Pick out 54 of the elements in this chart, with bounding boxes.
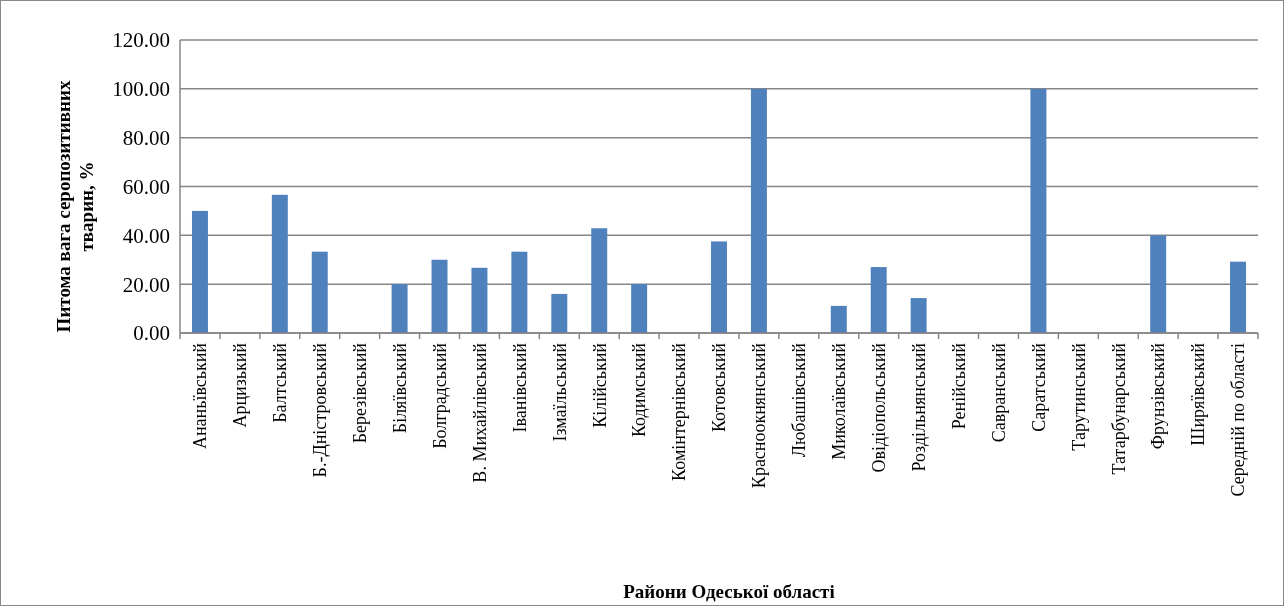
bar <box>711 241 727 333</box>
bar <box>391 284 408 333</box>
x-tick-label: Красноокнянський <box>749 342 770 489</box>
y-tick-label: 120.00 <box>112 28 170 53</box>
bar <box>511 251 528 333</box>
y-tick-label: 60.00 <box>122 174 170 199</box>
x-tick-label: Комінтернівський <box>669 342 690 481</box>
x-tick-label: Березівський <box>349 342 370 444</box>
y-tick-label: 100.00 <box>112 77 170 102</box>
bar <box>1030 88 1047 333</box>
bar <box>271 194 288 333</box>
x-tick-label: Середній по області <box>1228 343 1249 497</box>
x-tick-label: Любашівський <box>789 342 810 458</box>
x-tick-label: Іванівський <box>509 342 530 433</box>
bar <box>471 267 488 333</box>
x-tick-label: Савранський <box>988 342 1009 443</box>
bar <box>551 293 568 333</box>
x-tick-label: Роздільнянський <box>908 342 929 472</box>
x-axis-title: Райони Одеської області <box>623 581 835 602</box>
bar <box>830 305 847 333</box>
x-tick-label: Тарутинський <box>1068 342 1089 451</box>
y-tick-label: 20.00 <box>122 272 170 297</box>
y-tick-label: 40.00 <box>122 223 170 248</box>
bar <box>1150 235 1167 333</box>
bar <box>191 210 208 333</box>
x-tick-label: Ананьївський <box>190 342 211 450</box>
y-tick-label: 0.00 <box>133 321 170 346</box>
x-tick-label: Миколаївський <box>829 342 850 460</box>
bar <box>591 228 608 333</box>
bar <box>870 267 887 333</box>
x-tick-label: Котовський <box>709 342 730 433</box>
x-tick-label: В. Михайлівський <box>469 342 490 483</box>
x-tick-label: Арцизький <box>230 342 251 428</box>
bar <box>311 251 328 333</box>
x-tick-label: Кодимський <box>629 342 650 437</box>
x-tick-label: Кілійський <box>589 342 610 428</box>
x-tick-label: Ізмаїльський <box>549 342 570 442</box>
x-tick-label: Б.-Дністровський <box>310 342 331 478</box>
x-tick-label: Татарбунарський <box>1108 342 1129 475</box>
x-tick-label: Саратський <box>1028 342 1049 432</box>
bar <box>750 88 767 333</box>
x-tick-label: Фрунзівський <box>1148 342 1169 450</box>
x-tick-label: Балтський <box>270 342 291 423</box>
bar <box>1230 261 1247 333</box>
x-tick-label: Ренійський <box>948 342 969 430</box>
y-axis-title: Питома вага серопозитивних тварин, % <box>53 80 97 333</box>
bar <box>631 284 648 333</box>
x-tick-label: Ширяївський <box>1188 342 1209 446</box>
bar <box>910 298 927 333</box>
x-tick-label: Біляївський <box>389 342 410 434</box>
x-tick-label: Болградський <box>429 342 450 449</box>
bar <box>431 259 448 333</box>
y-tick-label: 80.00 <box>122 126 170 151</box>
x-tick-label: Овідіопольський <box>869 342 889 473</box>
